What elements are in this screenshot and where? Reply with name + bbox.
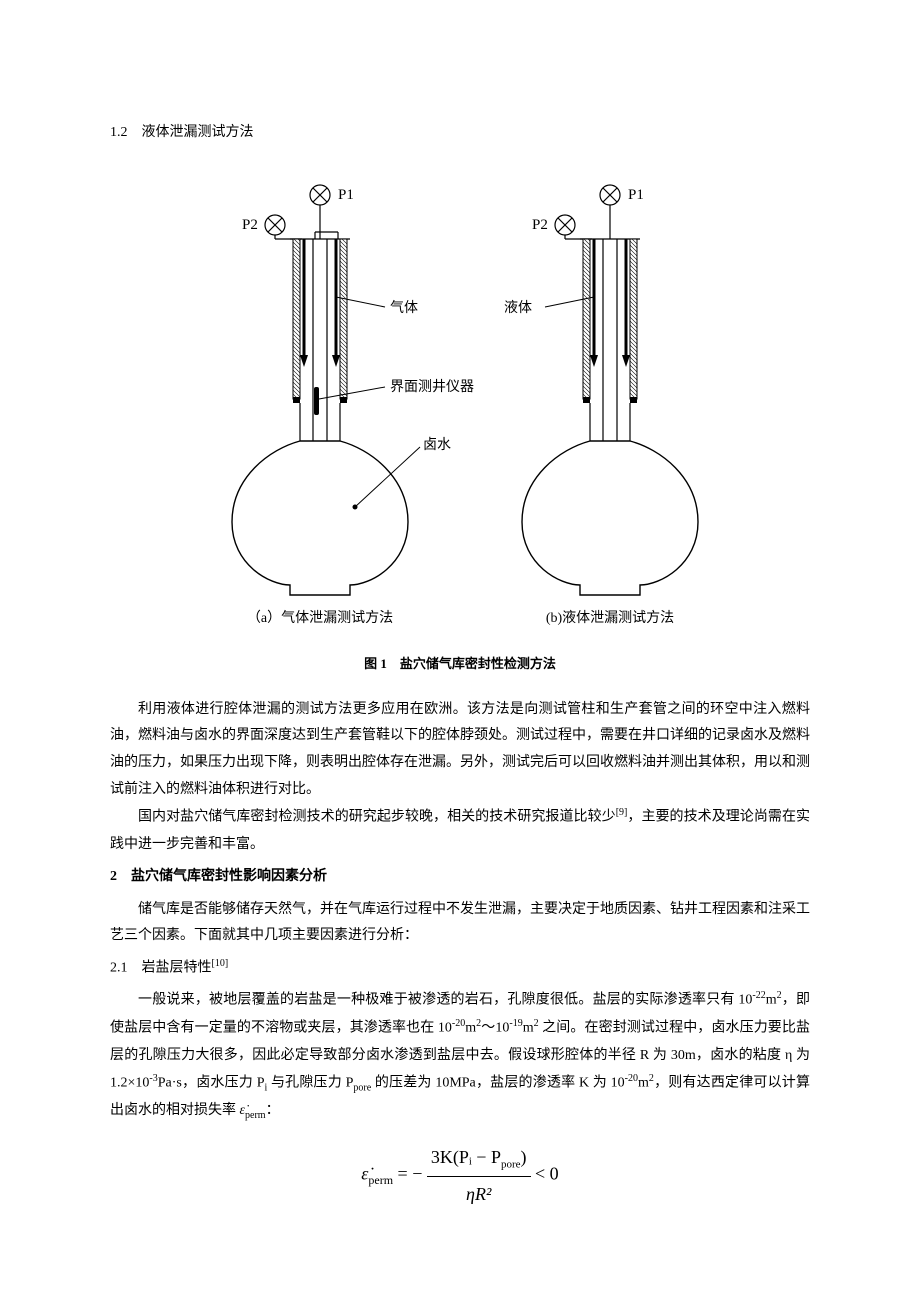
section-title: 岩盐层特性 [142, 961, 212, 976]
section-number: 2.1 [110, 961, 128, 976]
paragraph-3: 储气库是否能够储存天然气，并在气库运行过程中不发生泄漏，主要决定于地质因素、钻井… [110, 897, 810, 950]
svg-text:气体: 气体 [390, 300, 418, 316]
figure-svg: P1 P2 [180, 177, 740, 627]
paragraph-1: 利用液体进行腔体泄漏的测试方法更多应用在欧洲。该方法是向测试管柱和生产套管之间的… [110, 697, 810, 803]
section-number: 1.2 [110, 125, 128, 140]
svg-text:P1: P1 [628, 187, 644, 203]
section-heading-1-2: 1.2 液体泄漏测试方法 [110, 120, 810, 147]
svg-text:液体: 液体 [504, 300, 532, 316]
svg-text:P2: P2 [532, 217, 548, 233]
svg-text:界面测井仪器: 界面测井仪器 [390, 379, 474, 395]
figure-1: P1 P2 [110, 177, 810, 677]
figure-caption: 图 1 盐穴储气库密封性检测方法 [110, 652, 810, 677]
section-title: 液体泄漏测试方法 [142, 125, 254, 140]
paragraph-4: 一般说来，被地层覆盖的岩盐是一种极难于被渗透的岩石，孔隙度很低。盐层的实际渗透率… [110, 986, 810, 1124]
svg-text:卤水: 卤水 [423, 437, 451, 453]
section-title: 盐穴储气库密封性影响因素分析 [131, 869, 327, 884]
equation-darcy: ε̇perm = − 3K(Pᵢ − Ppore) ηR² < 0 [110, 1140, 810, 1211]
section-number: 2 [110, 869, 117, 884]
citation-10: [10] [212, 958, 229, 969]
para2-prefix: 国内对盐穴储气库密封检测技术的研究起步较晚，相关的技术研究报道比较少 [138, 810, 616, 825]
citation-9: [9] [616, 807, 628, 818]
section-heading-2: 2 盐穴储气库密封性影响因素分析 [110, 864, 810, 891]
svg-text:（a）气体泄漏测试方法: （a）气体泄漏测试方法 [247, 610, 393, 626]
paragraph-2: 国内对盐穴储气库密封检测技术的研究起步较晚，相关的技术研究报道比较少[9]，主要… [110, 803, 810, 858]
svg-text:(b)液体泄漏测试方法: (b)液体泄漏测试方法 [546, 610, 674, 626]
section-heading-2-1: 2.1 岩盐层特性[10] [110, 954, 810, 982]
svg-text:P2: P2 [242, 217, 258, 233]
svg-text:P1: P1 [338, 187, 354, 203]
